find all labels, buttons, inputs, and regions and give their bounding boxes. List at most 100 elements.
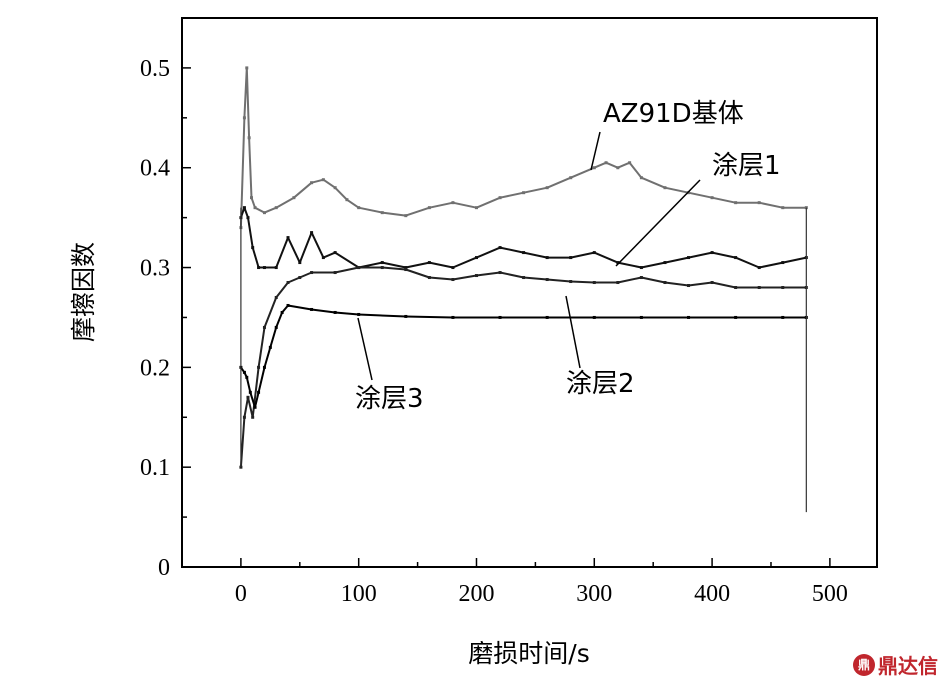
y-tick-label: 0.4 — [140, 156, 170, 182]
data-point — [286, 281, 290, 285]
data-point — [357, 206, 361, 210]
data-point — [427, 276, 431, 280]
data-point — [663, 261, 667, 265]
y-tick-label: 0.5 — [140, 56, 170, 82]
data-point — [451, 201, 455, 205]
data-point — [498, 246, 502, 250]
data-point — [734, 201, 738, 205]
annotation-leader-line — [590, 131, 601, 171]
data-point — [280, 310, 284, 314]
data-point — [569, 256, 573, 260]
data-point — [757, 266, 761, 270]
data-point — [639, 315, 643, 319]
x-tick-label: 200 — [458, 581, 494, 607]
data-point — [242, 116, 246, 120]
data-point — [404, 214, 408, 218]
data-point — [310, 181, 314, 185]
data-point — [451, 266, 455, 270]
y-tick-label: 0.1 — [140, 455, 170, 481]
data-point — [687, 284, 691, 288]
data-point — [734, 315, 738, 319]
data-point — [569, 280, 573, 284]
data-point — [474, 274, 478, 278]
series-label: 涂层2 — [566, 369, 635, 399]
data-point — [242, 206, 246, 210]
data-point — [639, 276, 643, 280]
data-point — [321, 256, 325, 260]
series-label: 涂层3 — [355, 384, 424, 414]
data-point — [298, 276, 302, 280]
data-point — [345, 198, 349, 202]
data-point — [247, 136, 251, 140]
data-point — [687, 315, 691, 319]
data-point — [274, 295, 278, 299]
data-point — [710, 196, 714, 200]
data-point — [268, 345, 272, 349]
series-line-3 — [239, 266, 807, 468]
plot-frame — [181, 17, 878, 568]
data-point — [310, 307, 314, 311]
data-point — [451, 315, 455, 319]
y-tick-label: 0.2 — [140, 355, 170, 381]
data-point — [257, 390, 261, 394]
x-tick-label: 500 — [812, 581, 848, 607]
data-point — [262, 325, 266, 329]
data-point — [545, 315, 549, 319]
data-point — [298, 261, 302, 265]
series-line-2 — [239, 206, 807, 269]
data-point — [522, 191, 526, 195]
data-point — [248, 390, 252, 394]
data-point — [333, 186, 337, 190]
data-point — [592, 251, 596, 255]
data-point — [427, 206, 431, 210]
data-point — [498, 271, 502, 275]
y-axis-title: 摩擦因数 — [69, 242, 98, 342]
x-tick-label: 100 — [341, 581, 377, 607]
x-tick-label: 300 — [576, 581, 612, 607]
data-point — [257, 266, 261, 270]
data-point — [380, 266, 384, 270]
data-point — [592, 315, 596, 319]
data-point — [251, 246, 255, 250]
data-point — [451, 278, 455, 282]
data-point — [781, 286, 785, 290]
data-point — [253, 405, 257, 409]
data-point — [639, 176, 643, 180]
series-label: AZ91D基体 — [603, 99, 744, 129]
data-point — [663, 186, 667, 190]
series-lines — [239, 66, 808, 513]
annotation-leader-line — [357, 317, 373, 381]
series-line-4 — [240, 304, 807, 409]
data-point — [253, 206, 257, 210]
watermark-text: 鼎达信 — [878, 654, 938, 678]
data-point — [616, 166, 620, 170]
data-point — [522, 251, 526, 255]
data-point — [616, 281, 620, 285]
data-point — [592, 166, 596, 170]
data-point — [734, 256, 738, 260]
data-point — [251, 415, 255, 419]
data-point — [274, 266, 278, 270]
data-point — [245, 375, 249, 379]
data-point — [357, 312, 361, 316]
data-point — [628, 161, 632, 165]
data-point — [246, 216, 250, 220]
data-point — [545, 256, 549, 260]
data-point — [286, 303, 290, 307]
data-point — [286, 236, 290, 240]
data-point — [404, 268, 408, 272]
data-point — [498, 196, 502, 200]
x-axis: 0 100 200 300 400 500 — [181, 558, 848, 607]
annotation-leader-line — [615, 179, 701, 267]
series-line-1 — [239, 66, 807, 228]
y-tick-label: 0 — [158, 555, 170, 581]
data-point — [604, 161, 608, 165]
data-point — [246, 395, 250, 399]
data-point — [333, 251, 337, 255]
data-point — [474, 256, 478, 260]
data-point — [639, 266, 643, 270]
data-point — [592, 281, 596, 285]
data-point — [262, 365, 266, 369]
